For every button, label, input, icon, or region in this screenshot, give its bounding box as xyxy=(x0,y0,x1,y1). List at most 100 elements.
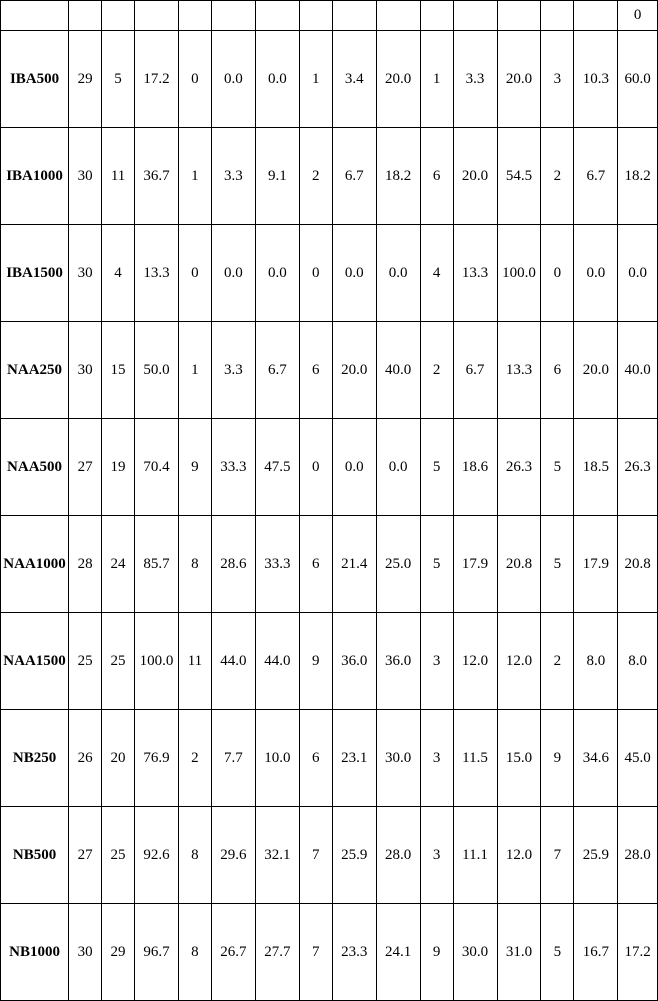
cell: 5 xyxy=(420,419,453,516)
cell: 5 xyxy=(420,516,453,613)
cell: 34.6 xyxy=(574,710,618,807)
cell: 6.7 xyxy=(574,128,618,225)
cell: 25 xyxy=(69,613,102,710)
cell: 17.2 xyxy=(618,904,658,1001)
cell: 30 xyxy=(69,225,102,322)
cell: 6.7 xyxy=(255,322,299,419)
cell: 0 xyxy=(618,1,658,31)
cell: 31.0 xyxy=(497,904,541,1001)
cell: 0 xyxy=(299,419,332,516)
cell xyxy=(453,1,497,31)
cell xyxy=(69,1,102,31)
cell: 8 xyxy=(178,807,211,904)
table-row: IBA1000 30 11 36.7 1 3.3 9.1 2 6.7 18.2 … xyxy=(1,128,658,225)
cell: 18.2 xyxy=(376,128,420,225)
cell: 29 xyxy=(69,31,102,128)
cell: 44.0 xyxy=(211,613,255,710)
cell: 7.7 xyxy=(211,710,255,807)
cell: 25 xyxy=(102,807,135,904)
cell: 26.3 xyxy=(618,419,658,516)
cell: 2 xyxy=(541,613,574,710)
cell: 12.0 xyxy=(497,807,541,904)
cell: 20.0 xyxy=(497,31,541,128)
cell: 27 xyxy=(69,419,102,516)
cell: 54.5 xyxy=(497,128,541,225)
cell: 2 xyxy=(420,322,453,419)
cell: 20.0 xyxy=(453,128,497,225)
row-label: NAA500 xyxy=(1,419,69,516)
cell: 8.0 xyxy=(618,613,658,710)
cell: 0.0 xyxy=(211,225,255,322)
cell: 85.7 xyxy=(135,516,179,613)
cell: 0.0 xyxy=(332,419,376,516)
cell: 23.1 xyxy=(332,710,376,807)
cell: 20.0 xyxy=(574,322,618,419)
cell: 27.7 xyxy=(255,904,299,1001)
cell: 29 xyxy=(102,904,135,1001)
cell xyxy=(376,1,420,31)
cell: 6.7 xyxy=(332,128,376,225)
cell: 17.9 xyxy=(453,516,497,613)
cell: 18.2 xyxy=(618,128,658,225)
cell: 44.0 xyxy=(255,613,299,710)
cell xyxy=(178,1,211,31)
cell: 92.6 xyxy=(135,807,179,904)
cell: 30 xyxy=(69,322,102,419)
row-label: IBA500 xyxy=(1,31,69,128)
cell: 8.0 xyxy=(574,613,618,710)
cell: 0.0 xyxy=(376,419,420,516)
cell: 9 xyxy=(299,613,332,710)
cell xyxy=(541,1,574,31)
cell: 60.0 xyxy=(618,31,658,128)
cell: 17.2 xyxy=(135,31,179,128)
cell: 40.0 xyxy=(376,322,420,419)
table-row: NB1000 30 29 96.7 8 26.7 27.7 7 23.3 24.… xyxy=(1,904,658,1001)
cell: 15.0 xyxy=(497,710,541,807)
cell: 0 xyxy=(178,31,211,128)
cell: 9 xyxy=(420,904,453,1001)
cell: 0.0 xyxy=(255,31,299,128)
cell: 15 xyxy=(102,322,135,419)
cell: 0.0 xyxy=(255,225,299,322)
cell: 40.0 xyxy=(618,322,658,419)
cell: 8 xyxy=(178,904,211,1001)
cell: 0.0 xyxy=(574,225,618,322)
cell: 96.7 xyxy=(135,904,179,1001)
cell: 2 xyxy=(178,710,211,807)
cell: 3.3 xyxy=(211,128,255,225)
table-row: 0 xyxy=(1,1,658,31)
cell: 19 xyxy=(102,419,135,516)
cell: 13.3 xyxy=(497,322,541,419)
cell: 0 xyxy=(541,225,574,322)
cell: 17.9 xyxy=(574,516,618,613)
cell: 5 xyxy=(541,516,574,613)
cell: 30.0 xyxy=(453,904,497,1001)
cell: 6 xyxy=(299,516,332,613)
cell: 25.0 xyxy=(376,516,420,613)
cell: 20.0 xyxy=(332,322,376,419)
cell: 6 xyxy=(299,710,332,807)
cell: 36.0 xyxy=(332,613,376,710)
row-label: NB1000 xyxy=(1,904,69,1001)
cell: 5 xyxy=(541,904,574,1001)
table-row: IBA1500 30 4 13.3 0 0.0 0.0 0 0.0 0.0 4 … xyxy=(1,225,658,322)
cell xyxy=(574,1,618,31)
table-row: NAA1000 28 24 85.7 8 28.6 33.3 6 21.4 25… xyxy=(1,516,658,613)
cell: 20 xyxy=(102,710,135,807)
cell xyxy=(135,1,179,31)
cell: 6.7 xyxy=(453,322,497,419)
cell: 2 xyxy=(299,128,332,225)
cell: 13.3 xyxy=(135,225,179,322)
cell: 1 xyxy=(178,128,211,225)
cell xyxy=(255,1,299,31)
table-row: NB500 27 25 92.6 8 29.6 32.1 7 25.9 28.0… xyxy=(1,807,658,904)
cell: 4 xyxy=(102,225,135,322)
cell: 26.7 xyxy=(211,904,255,1001)
cell: 25 xyxy=(102,613,135,710)
cell: 18.6 xyxy=(453,419,497,516)
cell: 5 xyxy=(541,419,574,516)
cell: 20.8 xyxy=(618,516,658,613)
table-row: NAA1500 25 25 100.0 11 44.0 44.0 9 36.0 … xyxy=(1,613,658,710)
cell: 7 xyxy=(299,807,332,904)
row-label: NAA1500 xyxy=(1,613,69,710)
